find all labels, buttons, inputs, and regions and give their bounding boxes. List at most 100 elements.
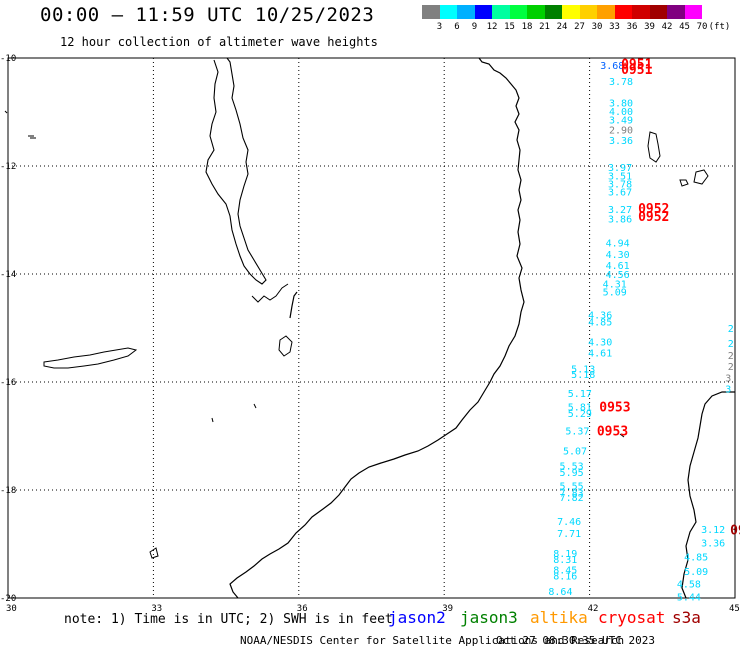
satellite-legend-cryosat: cryosat <box>598 608 666 627</box>
color-swatch <box>422 5 440 19</box>
wave-height-value: 5.37 <box>565 427 589 438</box>
wave-height-value: 4.36 <box>588 311 612 322</box>
wave-height-value: 4.56 <box>606 270 630 281</box>
madagascar-coastline <box>681 391 735 599</box>
grande-comore <box>647 131 661 163</box>
wave-height-value: 2 <box>728 324 734 335</box>
wave-height-value: 2 <box>728 362 734 373</box>
color-scale-label: 27 <box>574 22 585 32</box>
lake-kariba <box>43 347 138 369</box>
color-swatch <box>492 5 510 19</box>
color-swatch <box>439 5 457 19</box>
wave-height-value: 5.07 <box>563 447 587 458</box>
wave-height-value: 3.80 <box>609 98 633 109</box>
wave-height-value: 3.36 <box>701 538 725 549</box>
wave-height-value: 7.82 <box>560 493 584 504</box>
africa-coastline <box>229 57 525 599</box>
small-mark <box>28 135 36 139</box>
pass-time-label: 0952 <box>638 202 669 217</box>
color-scale-label: 6 <box>454 22 460 32</box>
color-scale-label: 9 <box>471 22 478 32</box>
latitude-label: -12 <box>0 162 16 172</box>
wave-height-value: 4.30 <box>606 250 630 261</box>
wave-height-value: 7.46 <box>557 517 581 528</box>
wave-height-value: 4.00 <box>609 107 633 118</box>
color-swatch <box>474 5 492 19</box>
latitude-label: -20 <box>0 594 16 604</box>
color-swatch <box>667 5 685 19</box>
pass-time-label: 0952 <box>638 210 669 225</box>
wave-height-value: 4.58 <box>677 579 701 590</box>
wave-height-value: 5.95 <box>560 468 584 479</box>
wave-height-value: 4.94 <box>606 239 630 250</box>
latitude-label: -16 <box>0 378 16 388</box>
wave-height-value: 5.53 <box>560 462 584 473</box>
wave-height-value: 5.09 <box>684 567 708 578</box>
color-scale-label: (ft) <box>708 22 731 32</box>
wave-height-value: 3 <box>725 384 731 395</box>
lake-shore-inner <box>251 283 289 303</box>
satellite-legend-s3a: s3a <box>672 608 701 627</box>
wave-height-value: 7.83 <box>560 489 584 500</box>
color-scale-label: 39 <box>644 22 655 32</box>
wave-height-value: 5.17 <box>568 389 592 400</box>
wave-height-value: 3.12 <box>701 525 725 536</box>
color-scale-bar <box>422 5 720 19</box>
wave-height-value: 5.55 <box>560 482 584 493</box>
wave-height-value: 3 <box>725 374 731 385</box>
satellite-legend-jason3: jason3 <box>460 608 518 627</box>
credit-text: NOAA/NESDIS Center for Satellite Applica… <box>240 634 625 647</box>
longitude-label: 42 <box>588 604 599 614</box>
wave-height-value: 4.61 <box>606 261 630 272</box>
color-swatch <box>509 5 527 19</box>
wave-height-value: 5.29 <box>568 409 592 420</box>
lake-malawi <box>205 57 267 285</box>
wave-height-value: 4.31 <box>603 280 627 291</box>
map-subtitle: 12 hour collection of altimeter wave hei… <box>60 35 378 49</box>
color-swatch <box>702 5 720 19</box>
wave-height-value: 8.16 <box>553 571 577 582</box>
wave-height-value: 3.49 <box>609 116 633 127</box>
map-frame <box>7 57 736 599</box>
wave-height-value: 4.61 <box>588 348 612 359</box>
color-swatch <box>684 5 702 19</box>
longitude-label: 33 <box>151 604 162 614</box>
color-scale-labels: 3 6 9 12 15 18 21 24 27 30 33 36 39 42 45 70 (ft) <box>422 22 740 34</box>
anjouan <box>693 169 709 185</box>
pass-time-label: 0951 <box>621 63 652 78</box>
wave-height-value: 2 <box>728 339 734 350</box>
moheli <box>679 179 689 187</box>
color-swatch <box>544 5 562 19</box>
river-fragment <box>289 291 298 319</box>
color-scale-label: 42 <box>661 22 673 32</box>
color-swatch <box>562 5 580 19</box>
wave-height-value: 4.85 <box>684 552 708 563</box>
altimeter-track: 3.683.783.804.003.492.903.363.973.513.78… <box>548 61 733 603</box>
pass-time-label: 0951 <box>621 57 652 72</box>
pass-time-label: 0953 <box>599 400 630 415</box>
wave-height-value: 5.09 <box>603 287 627 298</box>
latitude-label: -10 <box>0 54 16 64</box>
pass-time-label: 09 <box>730 523 740 538</box>
generated-timestamp: Oct 27 08:30:35 UTC 2023 <box>496 634 655 647</box>
wave-height-value: 4.30 <box>588 338 612 349</box>
color-scale-label: 45 <box>679 22 690 32</box>
wave-height-value: 4.85 <box>588 318 612 329</box>
wave-height-value: 3.36 <box>609 136 633 147</box>
color-scale-label: 12 <box>486 22 498 32</box>
units-note: note: 1) Time is in UTC; 2) SWH is in fe… <box>64 612 393 627</box>
satellite-legend-altika: altika <box>530 608 588 627</box>
wave-height-value: 5.13 <box>571 365 595 376</box>
small-mark <box>619 433 625 438</box>
color-scale-label: 36 <box>626 22 638 32</box>
wave-height-value: 2.90 <box>609 125 633 136</box>
color-scale-label: 3 <box>436 22 443 32</box>
color-scale-label: 30 <box>591 22 603 32</box>
latitude-label: -18 <box>0 486 16 496</box>
small-lake <box>278 335 293 357</box>
color-scale-label: 24 <box>556 22 568 32</box>
wave-height-value: 3.67 <box>608 187 632 198</box>
longitude-label: 30 <box>6 604 17 614</box>
color-scale-label: 15 <box>504 22 515 32</box>
color-swatch <box>457 5 475 19</box>
